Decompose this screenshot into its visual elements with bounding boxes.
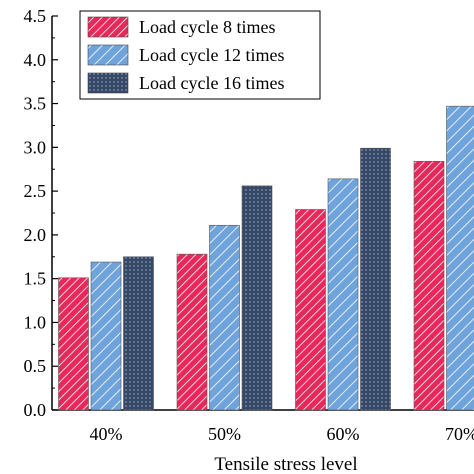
y-tick-label: 3.5 [24, 94, 47, 114]
y-tick-label: 4.5 [24, 6, 47, 26]
bar-load-cycle-16-times-50pct [241, 185, 273, 411]
y-tick-label: 0.0 [24, 400, 47, 420]
y-tick-label: 1.0 [24, 312, 47, 332]
y-tick-label: 3.0 [24, 137, 47, 157]
x-tick-label: 50% [208, 424, 241, 444]
bar-load-cycle-8-times-70pct [413, 161, 445, 411]
y-tick-label: 1.5 [24, 269, 47, 289]
legend-label-2: Load cycle 16 times [139, 73, 284, 93]
x-axis-title: Tensile stress level [214, 454, 357, 474]
bar-load-cycle-16-times-60pct [360, 147, 391, 411]
legend-swatch-2 [87, 72, 129, 94]
bar-load-cycle-8-times-50pct [176, 253, 208, 411]
legend-swatch-1 [87, 44, 129, 66]
bar-load-cycle-12-times-70pct [446, 105, 474, 411]
y-tick-label: 4.0 [24, 50, 47, 70]
legend-label-1: Load cycle 12 times [139, 45, 284, 65]
x-tick-label: 70% [445, 424, 474, 444]
bar-load-cycle-12-times-60pct [327, 178, 359, 411]
x-tick-label: 60% [327, 424, 360, 444]
legend-label-0: Load cycle 8 times [139, 17, 275, 37]
x-tick-label: 40% [90, 424, 123, 444]
bar-load-cycle-12-times-50pct [209, 224, 240, 411]
tick-labels: 0.0 0.5 1.0 1.5 2.0 2.5 3.0 3.5 4.0 4.5 40% 50% 60% 7… [24, 6, 474, 444]
bar-load-cycle-8-times-40pct [58, 277, 89, 411]
y-tick-label: 0.5 [24, 356, 47, 376]
legend-swatch-0 [87, 16, 129, 38]
bar-load-cycle-16-times-40pct [123, 256, 154, 411]
bars-group [58, 105, 474, 411]
legend: Load cycle 8 times Load cycle 12 times L… [79, 10, 321, 100]
y-tick-label: 2.0 [24, 225, 47, 245]
bar-load-cycle-12-times-40pct [90, 261, 122, 411]
y-tick-label: 2.5 [24, 181, 47, 201]
bar-load-cycle-8-times-60pct [295, 209, 326, 411]
